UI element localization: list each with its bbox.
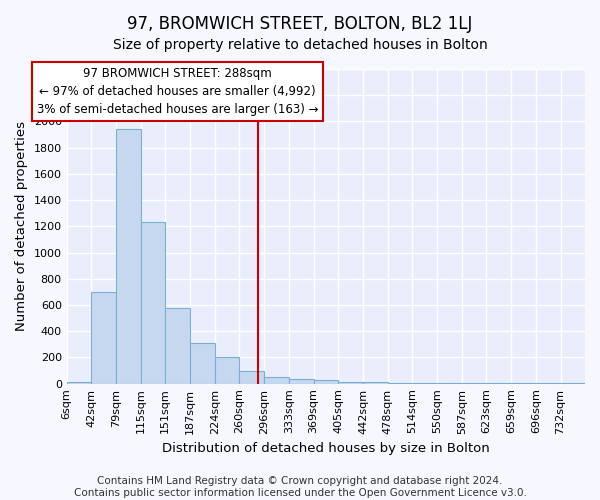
Bar (91, 292, 116, 384)
Bar (314, 380, 338, 384)
X-axis label: Distribution of detached houses by size in Bolton: Distribution of detached houses by size … (162, 442, 490, 455)
Bar (215, 357, 239, 384)
Bar (412, 383, 437, 384)
Bar (141, 222, 165, 384)
Bar (239, 371, 264, 384)
Bar (338, 382, 363, 384)
Bar (165, 308, 190, 384)
Bar (289, 379, 314, 384)
Y-axis label: Number of detached properties: Number of detached properties (15, 122, 28, 332)
Bar (264, 377, 289, 384)
Bar (437, 383, 462, 384)
Bar (67, 382, 91, 384)
Bar (560, 383, 585, 384)
Bar (388, 383, 412, 384)
Bar (462, 383, 487, 384)
Bar (190, 343, 215, 384)
Bar (536, 383, 560, 384)
Text: Contains HM Land Registry data © Crown copyright and database right 2024.
Contai: Contains HM Land Registry data © Crown c… (74, 476, 526, 498)
Bar (363, 382, 388, 384)
Text: Size of property relative to detached houses in Bolton: Size of property relative to detached ho… (113, 38, 487, 52)
Bar (511, 383, 536, 384)
Bar (487, 383, 511, 384)
Text: 97 BROMWICH STREET: 288sqm
← 97% of detached houses are smaller (4,992)
3% of se: 97 BROMWICH STREET: 288sqm ← 97% of deta… (37, 67, 318, 116)
Bar (116, 130, 141, 384)
Text: 97, BROMWICH STREET, BOLTON, BL2 1LJ: 97, BROMWICH STREET, BOLTON, BL2 1LJ (127, 15, 473, 33)
